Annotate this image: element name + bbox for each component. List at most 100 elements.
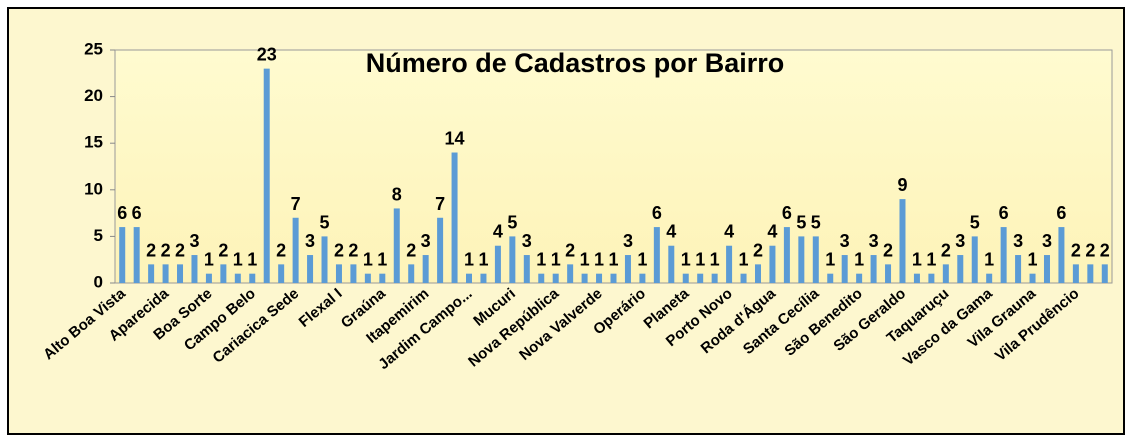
bar [740, 273, 747, 283]
bar [754, 264, 761, 283]
data-label: 1 [247, 250, 257, 270]
bar [769, 245, 776, 283]
plot-area [114, 49, 1113, 284]
data-label: 9 [897, 175, 907, 195]
data-label: 1 [912, 250, 922, 270]
bar [422, 255, 429, 283]
bar [321, 236, 328, 283]
bar [610, 273, 617, 283]
data-label: 3 [869, 231, 879, 251]
data-label: 3 [522, 231, 532, 251]
bar [957, 255, 964, 283]
data-label: 3 [1013, 231, 1023, 251]
bar [1043, 255, 1050, 283]
data-label: 1 [926, 250, 936, 270]
data-label: 1 [1028, 250, 1038, 270]
bar [1015, 255, 1022, 283]
bar [567, 264, 574, 283]
bar [841, 255, 848, 283]
bar [552, 273, 559, 283]
bar [812, 236, 819, 283]
data-label: 7 [291, 194, 301, 214]
data-label: 2 [348, 240, 358, 260]
y-tick-label: 10 [84, 179, 103, 198]
y-tick-label: 5 [94, 226, 103, 245]
bar [798, 236, 805, 283]
bar [726, 245, 733, 283]
bar [494, 245, 501, 283]
bar [986, 273, 993, 283]
data-label: 2 [1085, 240, 1095, 260]
bar [697, 273, 704, 283]
bar [133, 227, 140, 283]
bar [1000, 227, 1007, 283]
data-label: 2 [175, 240, 185, 260]
bar [538, 273, 545, 283]
bar [408, 264, 415, 283]
bar [162, 264, 169, 283]
bar [653, 227, 660, 283]
bar [913, 273, 920, 283]
bar [827, 273, 834, 283]
bar [971, 236, 978, 283]
data-label: 2 [565, 240, 575, 260]
data-label: 2 [146, 240, 156, 260]
bar [668, 245, 675, 283]
bar [1058, 227, 1065, 283]
data-label: 2 [276, 240, 286, 260]
data-label: 2 [883, 240, 893, 260]
bar [350, 264, 357, 283]
data-label: 1 [580, 250, 590, 270]
data-label: 3 [623, 231, 633, 251]
y-tick-label: 0 [94, 272, 103, 291]
bar [928, 273, 935, 283]
bar [885, 264, 892, 283]
data-label: 1 [536, 250, 546, 270]
data-label: 2 [406, 240, 416, 260]
data-label: 1 [594, 250, 604, 270]
bar [1087, 264, 1094, 283]
data-label: 1 [681, 250, 691, 270]
data-label: 3 [421, 231, 431, 251]
data-label: 1 [695, 250, 705, 270]
bar [292, 217, 299, 283]
data-label: 1 [984, 250, 994, 270]
data-label: 4 [724, 222, 734, 242]
data-label: 8 [392, 184, 402, 204]
data-label: 14 [445, 129, 465, 149]
y-tick-label: 20 [84, 86, 103, 105]
data-label: 4 [493, 222, 503, 242]
chart-title: Número de Cadastros por Bairro [366, 48, 785, 78]
bar [249, 273, 256, 283]
data-label: 2 [1071, 240, 1081, 260]
data-label: 1 [551, 250, 561, 270]
data-label: 1 [710, 250, 720, 270]
data-label: 1 [637, 250, 647, 270]
bar [783, 227, 790, 283]
bar [624, 255, 631, 283]
data-label: 5 [811, 212, 821, 232]
data-label: 2 [161, 240, 171, 260]
bar [480, 273, 487, 283]
data-label: 4 [767, 222, 777, 242]
data-label: 3 [840, 231, 850, 251]
bar [220, 264, 227, 283]
bar [682, 273, 689, 283]
bar [234, 273, 241, 283]
bar [1101, 264, 1108, 283]
data-label: 1 [608, 250, 618, 270]
bar [437, 217, 444, 283]
data-label: 1 [478, 250, 488, 270]
data-label: 2 [334, 240, 344, 260]
data-label: 2 [753, 240, 763, 260]
data-label: 1 [854, 250, 864, 270]
bar [205, 273, 212, 283]
bar [596, 273, 603, 283]
data-label: 1 [204, 250, 214, 270]
data-label: 6 [652, 203, 662, 223]
data-label: 1 [825, 250, 835, 270]
data-label: 2 [941, 240, 951, 260]
bar [581, 273, 588, 283]
bar [278, 264, 285, 283]
